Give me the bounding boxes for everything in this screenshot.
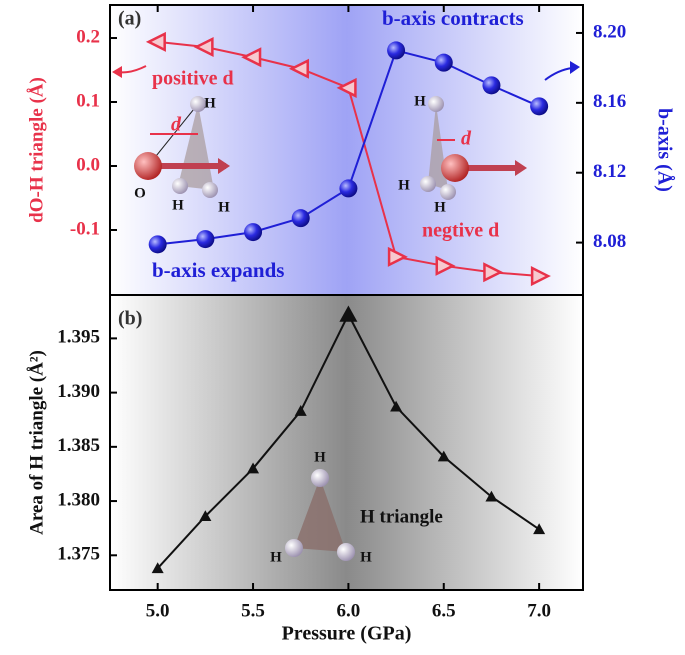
annotation: H triangle — [360, 506, 443, 527]
x-tick-label: 6.5 — [432, 600, 456, 621]
marker — [288, 58, 309, 79]
panel-b-frame — [109, 294, 584, 591]
marker — [387, 246, 408, 267]
y-tick-label: 8.20 — [593, 21, 626, 42]
y-tick-label: 1.395 — [57, 327, 100, 348]
y-tick-label: 0.0 — [76, 154, 100, 175]
y-tick-label: 1.385 — [57, 435, 100, 456]
y-axis-label: Area of H triangle (Å²) — [26, 350, 47, 535]
inset-label: H — [204, 95, 216, 111]
y-tick-label: 0.1 — [76, 90, 100, 111]
x-tick-label: 7.0 — [527, 600, 551, 621]
y-tick-label: -0.1 — [70, 218, 100, 239]
marker — [485, 490, 498, 502]
marker — [244, 223, 263, 242]
marker — [199, 510, 212, 522]
marker — [241, 47, 262, 68]
inset-a-left — [134, 96, 230, 198]
inset-label: H — [414, 93, 426, 109]
inset-b — [285, 469, 355, 561]
marker — [291, 209, 310, 228]
marker — [482, 76, 501, 95]
inset-label: d — [461, 128, 472, 150]
marker — [530, 266, 551, 287]
inset-label: H — [172, 197, 184, 213]
annotation: positive d — [152, 68, 234, 90]
marker — [145, 31, 166, 52]
inset-label: d — [171, 114, 182, 136]
marker — [339, 305, 358, 322]
marker — [151, 562, 164, 574]
arrow-right — [544, 67, 573, 81]
marker — [533, 523, 546, 535]
marker — [193, 36, 214, 57]
panel-a-bg — [110, 5, 583, 295]
y-tick-label: 8.16 — [593, 91, 626, 112]
x-tick-label: 5.0 — [146, 600, 170, 621]
y-tick-label: 1.380 — [57, 489, 100, 510]
marker — [483, 262, 504, 283]
y-tick-label: 8.12 — [593, 161, 626, 182]
panel-b-bg — [110, 295, 583, 590]
annotation: negtive d — [422, 220, 499, 242]
annotation: b-axis expands — [152, 258, 284, 282]
y-tick-label: 8.08 — [593, 231, 626, 252]
y2-axis-label: b-axis (Å) — [653, 108, 676, 192]
inset-label: H — [270, 549, 282, 565]
marker — [336, 77, 357, 98]
arrow-right-head — [570, 61, 580, 74]
x-axis-label: Pressure (GPa) — [282, 623, 412, 645]
y-tick-label: 1.375 — [57, 544, 100, 565]
marker — [390, 400, 403, 412]
marker — [148, 235, 167, 254]
marker — [435, 255, 456, 276]
inset-label: H — [314, 449, 326, 465]
arrow-left-head — [112, 66, 122, 78]
inset-label: H — [360, 549, 372, 565]
marker — [196, 230, 215, 249]
annotation: b-axis contracts — [382, 6, 524, 30]
annotation: (a) — [118, 8, 141, 30]
x-tick-label: 5.5 — [241, 600, 265, 621]
inset-label: H — [398, 177, 410, 193]
y-tick-label: 0.2 — [76, 26, 100, 47]
inset-label: H — [434, 199, 446, 215]
y-axis-label: dO-H triangle (Å) — [26, 77, 47, 223]
inset-label: H — [218, 199, 230, 215]
marker — [247, 462, 260, 474]
inset-label: O — [134, 185, 146, 201]
marker — [437, 450, 450, 462]
marker — [339, 179, 358, 198]
y-tick-label: 1.390 — [57, 381, 100, 402]
x-tick-label: 6.0 — [337, 600, 361, 621]
inset-a-right — [420, 96, 527, 200]
annotation: (b) — [118, 308, 142, 330]
marker — [530, 97, 549, 116]
marker — [294, 405, 307, 416]
marker — [387, 41, 406, 60]
marker — [434, 53, 453, 72]
